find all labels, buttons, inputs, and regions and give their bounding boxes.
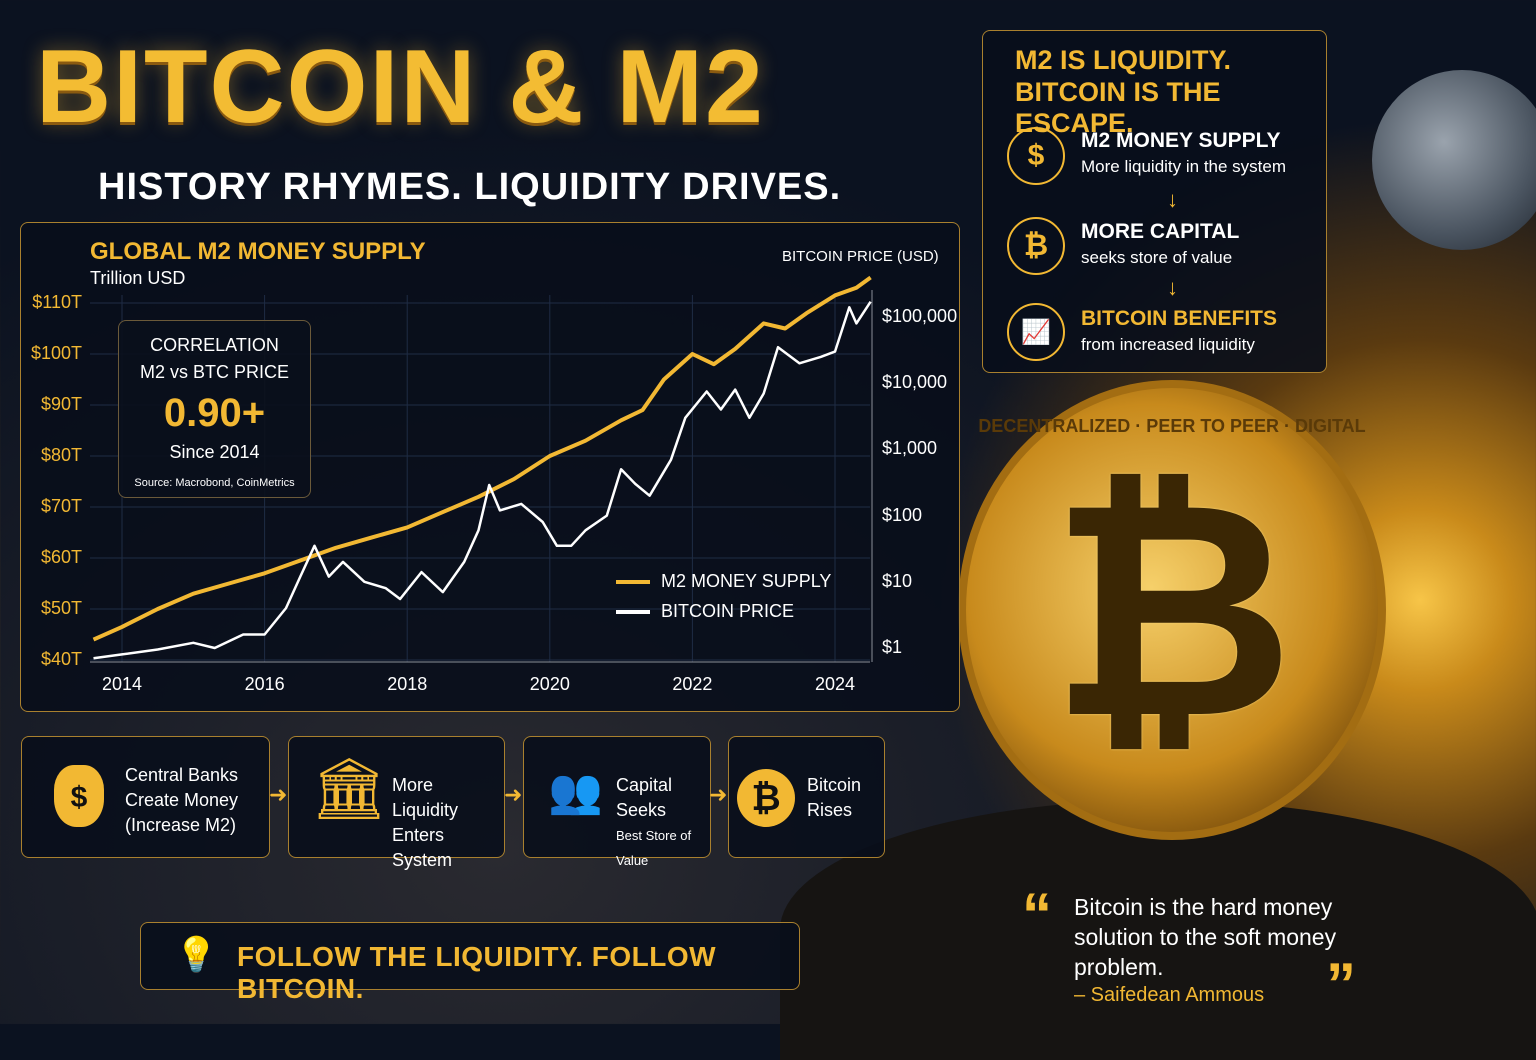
flow-text-line: More Liquidity <box>392 775 459 820</box>
bitcoin-symbol-icon: ₿ <box>1049 442 1295 778</box>
legend-label-m2: M2 MONEY SUPPLY <box>661 571 832 591</box>
y-tick-label: $100T <box>30 343 82 363</box>
x-tick-label: 2018 <box>387 674 428 694</box>
x-tick-label: 2022 <box>672 674 713 694</box>
arrow-right-icon: ➜ <box>504 782 523 807</box>
step-title: MORE CAPITAL <box>1081 220 1240 243</box>
arrow-right-icon: ➜ <box>269 782 288 807</box>
cta-text: FOLLOW THE LIQUIDITY. FOLLOW BITCOIN. <box>237 941 717 1004</box>
legend-swatch-btc <box>616 610 650 614</box>
y-tick-label: $70T <box>40 496 82 516</box>
flow-text-line: Create Money <box>125 790 239 810</box>
y2-tick-label: $1,000 <box>882 438 938 459</box>
bitcoin-price-line <box>93 301 872 660</box>
m2-line <box>92 275 872 642</box>
flow-step-bitcoin: ₿ Bitcoin Rises <box>728 736 885 858</box>
x-tick-label: 2020 <box>529 674 570 694</box>
y2-tick-label: $100 <box>882 504 923 525</box>
legend-label-btc: BITCOIN PRICE <box>661 601 795 621</box>
correlation-box: CORRELATION M2 vs BTC PRICE 0.90+ Since … <box>118 320 311 498</box>
arrow-right-icon: ➜ <box>709 782 728 807</box>
y-tick-label: $110T <box>32 292 82 312</box>
bitcoin-coin: DECENTRALIZED · PEER TO PEER · DIGITAL ₿ <box>958 380 1386 840</box>
y-tick-label: $50T <box>40 598 82 618</box>
y-tick-label: $90T <box>40 394 82 414</box>
y-tick-label: $40T <box>40 649 82 669</box>
flow-text-line: Best Store of Value <box>616 828 692 868</box>
correlation-source: Source: Macrobond, CoinMetrics <box>134 477 295 489</box>
flow-text-line: Enters System <box>392 825 453 870</box>
quote-text: Bitcoin is the hard money solution to th… <box>1074 894 1337 980</box>
flow-step-capital: 👥 Capital Seeks Best Store of Value <box>523 736 711 868</box>
side-panel: M2 IS LIQUIDITY. BITCOIN IS THE ESCAPE. … <box>982 30 1327 373</box>
lightbulb-icon: 💡 <box>175 936 218 974</box>
cta-banner: 💡 FOLLOW THE LIQUIDITY. FOLLOW BITCOIN. <box>140 922 800 1004</box>
y-tick-label: $60T <box>40 547 82 567</box>
arrow-down-icon: ↓ <box>1167 275 1178 300</box>
mountain <box>780 800 1536 1060</box>
x-tick-label: 2014 <box>102 674 143 694</box>
correlation-value: 0.90+ <box>163 391 266 435</box>
growth-chart-icon: 📈 <box>1007 303 1065 361</box>
bitcoin-icon: ₿ <box>1007 217 1065 275</box>
flow-text-line: Capital Seeks <box>616 775 673 820</box>
correlation-heading: CORRELATION <box>150 335 279 355</box>
flow-step-liquidity: 🏛 More Liquidity Enters System <box>288 736 505 870</box>
people-icon: 👥 <box>548 767 603 816</box>
coin-lettering: DECENTRALIZED · PEER TO PEER · DIGITAL <box>978 416 1366 436</box>
flow-text-line: Central Banks <box>125 765 239 785</box>
banknote-icon: $ <box>1007 127 1065 185</box>
step-subtitle: More liquidity in the system <box>1081 157 1287 176</box>
y2-tick-label: $1 <box>882 637 903 657</box>
flow-step-central-banks: $ Central Banks Create Money (Increase M… <box>21 736 270 858</box>
flow-text-line: (Increase M2) <box>125 815 237 835</box>
y-tick-label: $80T <box>40 445 82 465</box>
bank-icon: 🏛 <box>311 755 388 822</box>
y2-axis-label: BITCOIN PRICE (USD) <box>782 248 939 265</box>
side-heading-line: M2 IS LIQUIDITY. <box>1015 45 1232 75</box>
step-title: M2 MONEY SUPPLY <box>1081 129 1281 152</box>
y2-tick-label: $100,000 <box>882 306 958 326</box>
correlation-since: Since 2014 <box>169 442 260 462</box>
flow-text-line: Rises <box>807 800 853 820</box>
money-bag-icon: $ <box>54 765 104 827</box>
correlation-label: M2 vs BTC PRICE <box>139 362 290 382</box>
flow-text-line: Bitcoin <box>807 775 862 795</box>
moon <box>1372 70 1536 250</box>
y2-tick-label: $10 <box>882 570 913 591</box>
page-subtitle: HISTORY RHYMES. LIQUIDITY DRIVES. <box>98 166 842 208</box>
bitcoin-icon: ₿ <box>737 769 795 827</box>
arrow-down-icon: ↓ <box>1167 187 1178 212</box>
close-quote-icon: ” <box>1326 951 1356 1018</box>
legend-swatch-m2 <box>616 580 650 584</box>
page-title: BITCOIN & M2 <box>36 29 765 145</box>
step-subtitle: seeks store of value <box>1081 248 1233 267</box>
open-quote-icon: “ <box>1022 881 1052 948</box>
x-tick-label: 2024 <box>815 674 856 694</box>
step-title: BITCOIN BENEFITS <box>1081 307 1278 330</box>
quote-author: – Saifedean Ammous <box>1074 984 1265 1006</box>
chart-title: GLOBAL M2 MONEY SUPPLY <box>90 238 426 265</box>
y2-tick-label: $10,000 <box>882 372 948 393</box>
step-subtitle: from increased liquidity <box>1081 335 1255 354</box>
x-tick-label: 2016 <box>244 674 285 694</box>
y-axis-label: Trillion USD <box>90 268 186 288</box>
